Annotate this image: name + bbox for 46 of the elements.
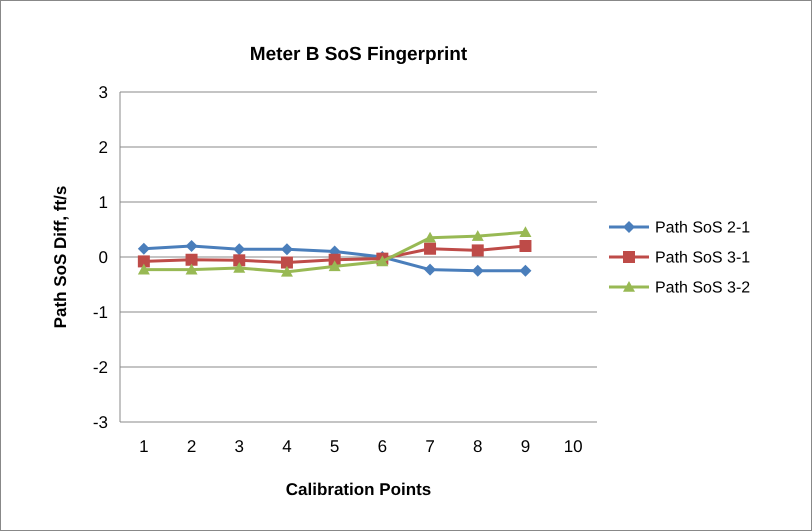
point [280,243,293,256]
y-tick-label: -2 [92,358,108,377]
x-tick-label: 10 [564,437,583,456]
point [519,240,532,252]
point [186,264,198,274]
point [186,240,198,252]
y-tick-label: 0 [98,248,108,267]
point [233,254,246,266]
x-tick-label: 1 [139,437,149,456]
point [424,264,436,276]
chart-title: Meter B SoS Fingerprint [250,44,468,65]
legend-label: Path SoS 3-1 [655,250,750,267]
point [519,264,532,277]
x-tick-label: 8 [473,437,482,456]
point [138,264,150,274]
point [280,266,293,277]
y-axis-title: Path SoS Diff, ft/s [51,186,70,328]
y-tick-label: 2 [98,138,108,157]
point [519,226,532,238]
point [424,242,436,255]
point [233,262,246,273]
point [233,243,246,256]
x-tick-label: 9 [520,437,530,456]
y-tick-label: -3 [92,412,108,432]
x-tick-label: 6 [378,437,388,456]
point [328,260,341,272]
y-tick-label: -1 [92,302,108,322]
point [472,230,484,241]
x-tick-label: 3 [234,437,244,456]
point [280,256,293,268]
point [424,232,436,243]
x-tick-label: 4 [282,437,292,456]
point [472,264,484,277]
point [138,255,150,268]
legend-label: Path SoS 3-2 [655,280,750,297]
x-tick-label: 5 [330,437,340,456]
point [376,255,388,266]
point [186,254,198,266]
point [472,244,484,256]
y-tick-label: 1 [98,192,108,212]
x-axis-title: Calibration Points [286,480,432,499]
x-tick-label: 2 [186,437,196,456]
legend-label: Path SoS 2-1 [655,220,750,237]
x-tick-label: 7 [425,437,435,456]
y-tick-label: 3 [98,82,108,102]
point [138,242,150,255]
